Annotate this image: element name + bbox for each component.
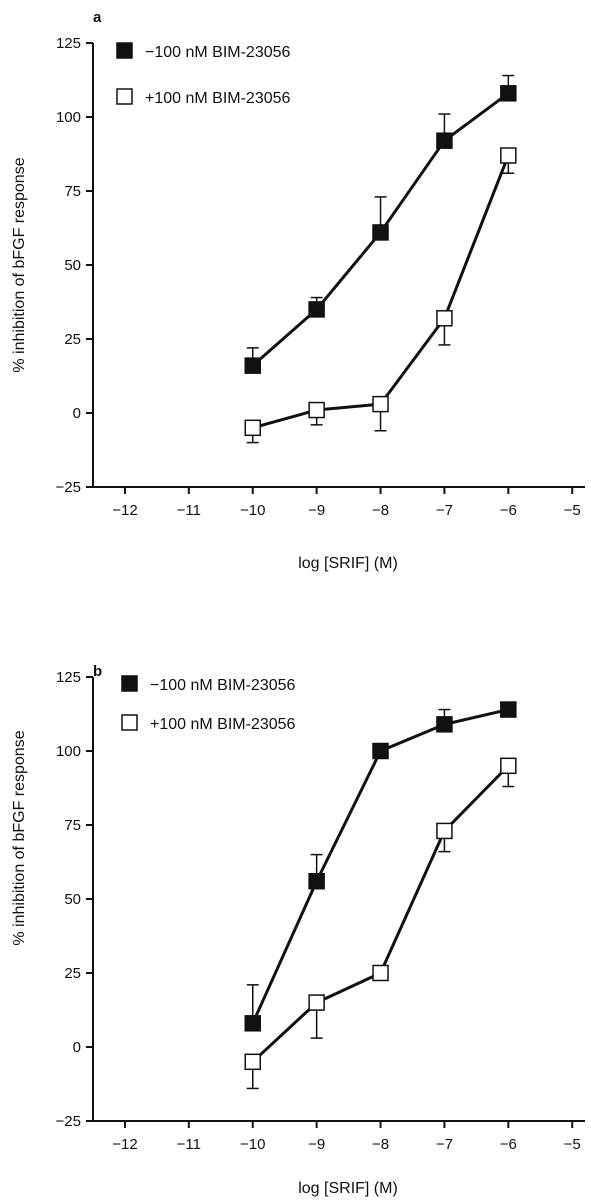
y-tick-label: −25 — [56, 479, 81, 496]
x-axis-title: log [SRIF] (M) — [298, 1180, 398, 1197]
series-line — [251, 764, 510, 1063]
x-tick-label: −12 — [112, 502, 137, 519]
chart-panel-b: b % inhibition of bFGF response log [SRI… — [11, 663, 585, 1197]
y-tick-label: −25 — [56, 1113, 81, 1130]
x-tick-label: −9 — [308, 502, 325, 519]
chart-panel-a: a % inhibition of bFGF response log [SRI… — [11, 9, 585, 572]
x-tick-label: −11 — [177, 502, 201, 519]
axes: 125 100 75 50 25 0 −25 −12 −11 −10 −9 −8 −7 −6 −5 — [56, 669, 585, 1153]
panel-letter: a — [93, 9, 102, 26]
data-point-filled-square — [372, 742, 389, 760]
data-point-open-square — [308, 401, 325, 419]
series-open-square — [244, 757, 517, 1090]
data-point-open-square — [500, 147, 517, 164]
legend: −100 nM BIM-23056 +100 nM BIM-23056 — [121, 675, 296, 733]
data-point-open-square — [308, 994, 325, 1011]
data-point-filled-square — [500, 85, 517, 102]
x-tick-label: −7 — [436, 1136, 453, 1153]
panel-letter: b — [93, 663, 102, 680]
series-open-square — [244, 147, 517, 444]
y-tick-label: 25 — [64, 965, 81, 982]
y-tick-label: 125 — [56, 669, 81, 686]
series-filled-square — [244, 74, 517, 374]
legend-label: −100 nM BIM-23056 — [145, 44, 291, 61]
x-tick-label: −8 — [372, 502, 389, 519]
x-tick-label: −10 — [240, 1136, 265, 1153]
legend-label: +100 nM BIM-23056 — [145, 90, 291, 107]
y-axis-title: % inhibition of bFGF response — [11, 157, 28, 372]
y-tick-label: 100 — [56, 743, 81, 760]
y-tick-label: 0 — [73, 1039, 81, 1056]
data-point-open-square — [372, 964, 389, 982]
data-point-filled-square — [308, 872, 325, 890]
y-tick-label: 75 — [64, 183, 81, 200]
y-tick-label: 25 — [64, 331, 81, 348]
x-tick-label: −9 — [308, 1136, 325, 1153]
data-point-open-square — [436, 822, 453, 840]
x-tick-label: −5 — [564, 1136, 581, 1153]
axes: 125 100 75 50 25 0 −25 −12 −11 −10 −9 −8 −7 −6 −5 — [56, 35, 585, 519]
y-tick-label: 75 — [64, 817, 81, 834]
y-tick-label: 125 — [56, 35, 81, 52]
x-tick-label: −6 — [500, 502, 517, 519]
legend-marker-open-square — [116, 88, 133, 105]
data-point-open-square — [500, 757, 517, 775]
y-tick-label: 50 — [64, 257, 81, 274]
data-point-filled-square — [500, 701, 517, 718]
x-tick-label: −7 — [436, 502, 453, 519]
data-point-open-square — [372, 395, 389, 413]
legend-label: +100 nM BIM-23056 — [150, 716, 296, 733]
y-tick-label: 100 — [56, 109, 81, 126]
data-point-open-square — [244, 419, 261, 437]
legend: −100 nM BIM-23056 +100 nM BIM-23056 — [116, 42, 291, 107]
legend-label: −100 nM BIM-23056 — [150, 677, 296, 694]
data-point-open-square — [436, 310, 453, 327]
legend-marker-filled-square — [116, 42, 133, 59]
data-point-filled-square — [436, 716, 453, 733]
data-point-filled-square — [244, 357, 261, 374]
x-tick-label: −10 — [240, 502, 265, 519]
x-tick-label: −11 — [177, 1136, 201, 1153]
x-tick-label: −8 — [372, 1136, 389, 1153]
data-point-filled-square — [308, 301, 325, 318]
y-tick-label: 50 — [64, 891, 81, 908]
data-point-open-square — [244, 1053, 261, 1071]
data-point-filled-square — [244, 1015, 261, 1032]
x-tick-label: −6 — [500, 1136, 517, 1153]
y-tick-label: 0 — [73, 405, 81, 422]
data-point-filled-square — [436, 132, 453, 149]
y-axis-title: % inhibition of bFGF response — [11, 730, 28, 945]
x-axis-title: log [SRIF] (M) — [298, 555, 398, 572]
data-point-filled-square — [372, 224, 389, 241]
legend-marker-open-square — [121, 714, 138, 731]
x-tick-label: −5 — [564, 502, 581, 519]
legend-marker-filled-square — [121, 675, 138, 692]
x-tick-label: −12 — [112, 1136, 137, 1153]
series-filled-square — [244, 701, 517, 1032]
